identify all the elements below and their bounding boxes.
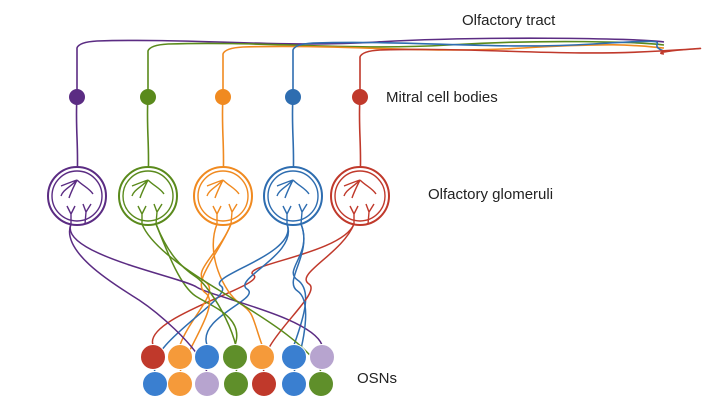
osn-axon-blue	[292, 223, 307, 373]
mitral-cell-red	[352, 89, 368, 105]
glomerulus-orange	[193, 166, 253, 226]
osn-cell-red	[251, 371, 277, 397]
osn-cell-green	[308, 371, 334, 397]
mitral-cell-purple	[69, 89, 85, 105]
osns-label: OSNs	[357, 370, 398, 387]
osn-cell-blue	[281, 344, 307, 370]
glomerulus-blue	[263, 166, 323, 226]
mitral-cell-bodies-label: Mitral cell bodies	[386, 89, 498, 106]
tract-axon-red	[359, 47, 702, 97]
glomerulus-red	[330, 166, 390, 226]
osn-cell-orange	[167, 371, 193, 397]
osn-cell-orange	[167, 344, 193, 370]
osn-cell-blue	[142, 371, 168, 397]
osn-cell-green	[223, 371, 249, 397]
osn-axon-green	[141, 223, 322, 373]
osn-cell-blue	[281, 371, 307, 397]
osn-axon-red	[152, 223, 355, 346]
glomerulus-purple	[47, 166, 107, 226]
osn-axon-green	[155, 223, 238, 346]
osn-layer	[140, 344, 335, 397]
osn-cell-blue	[194, 344, 220, 370]
osn-cell-orange	[249, 344, 275, 370]
osn-cell-green	[222, 344, 248, 370]
osn-axon-purple	[68, 223, 208, 373]
glomerulus-green	[118, 166, 178, 226]
osn-cell-purple	[194, 371, 220, 397]
mitral-cell-green	[140, 89, 156, 105]
olfactory-glomeruli-label: Olfactory glomeruli	[428, 186, 554, 203]
osn-axon-blue	[153, 223, 289, 373]
osn-cell-purple	[309, 344, 335, 370]
mitral-cell-blue	[285, 89, 301, 105]
mitral-cell-orange	[215, 89, 231, 105]
osn-cell-red	[140, 344, 166, 370]
olfactory-tract-axons	[76, 37, 702, 97]
osn-axon-red	[262, 223, 355, 373]
osn-axon-layer	[68, 223, 355, 373]
osn-axon-purple	[69, 223, 323, 346]
osn-axon-orange	[179, 223, 232, 373]
osn-axon-blue	[205, 223, 290, 346]
tract-axon-green	[147, 40, 665, 97]
glomeruli-layer	[47, 166, 390, 226]
olfactory-tract-label: Olfactory tract	[462, 12, 556, 29]
tract-axon-blue	[292, 40, 665, 97]
